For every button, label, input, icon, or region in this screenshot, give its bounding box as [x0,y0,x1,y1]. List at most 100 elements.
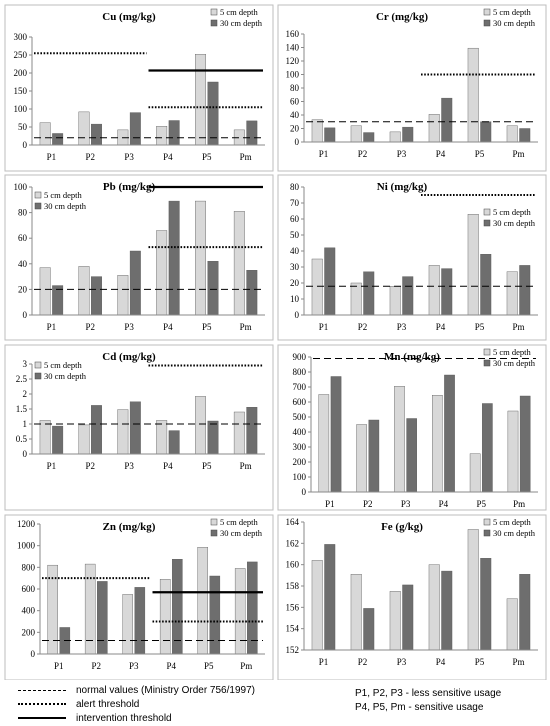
legend-swatch-5cm [34,191,42,199]
legend-normal-label: normal values (Ministry Order 756/1997) [76,684,255,696]
bar-5cm-P5 [195,54,206,146]
bar-5cm-P2 [350,574,362,651]
bar-30cm-P3 [406,418,417,493]
legend-alert-label: alert threshold [76,698,140,710]
x-tick-label: P3 [124,322,134,332]
bar-30cm-Pm [519,395,531,493]
panel-frame [277,344,547,511]
y-tick-label: 60 [290,214,300,224]
y-tick-label: 40 [18,259,28,269]
x-tick-label: P3 [401,499,411,509]
x-tick-label: P5 [476,499,486,509]
x-tick-label: P2 [91,661,101,671]
note-sensitive: P4, P5, Pm - sensitive usage [355,702,484,713]
legend-intervention-row: intervention threshold [18,712,255,724]
bar-5cm-P4 [432,395,443,493]
x-tick-label: Pm [240,152,252,162]
x-tick-label: P1 [54,661,64,671]
chart-panel-2: 0 20 40 60 80 100 P1 P2 P3 P4 P5 Pm Pb (mg/kg) 5 cm d… [4,174,274,341]
legend-swatch-30cm [210,19,218,27]
x-tick-label: Pm [240,322,252,332]
legend-swatch-5cm [210,518,218,526]
bar-30cm-P1 [330,376,342,493]
panel-frame [277,514,547,680]
bar-30cm-P5 [207,81,219,146]
y-tick-label: 10 [290,294,300,304]
bar-30cm-P1 [52,133,64,146]
y-tick-label: 150 [14,86,28,96]
y-tick-label: 0 [23,449,28,459]
y-tick-label: 154 [286,624,300,634]
y-tick-label: 400 [22,606,36,616]
panel-frame [277,4,547,172]
x-tick-label: P2 [358,657,368,667]
bar-5cm-P5 [467,529,479,651]
legend-label: 5 cm depth [493,7,532,17]
bar-30cm-P2 [363,271,375,316]
legend-swatch-5cm [210,8,218,16]
bar-5cm-Pm [234,568,246,655]
bar-5cm-P3 [394,386,405,493]
legend-swatch-30cm [34,372,42,380]
legend-label: 5 cm depth [44,190,83,200]
y-tick-label: 50 [18,122,28,132]
bar-5cm-P3 [389,591,401,651]
bar-30cm-P1 [52,425,64,455]
bar-30cm-P2 [97,581,108,655]
x-tick-label: P3 [397,322,407,332]
bar-30cm-P4 [168,120,180,146]
x-tick-label: P5 [204,661,214,671]
bar-30cm-P1 [324,127,336,143]
legend-swatch-30cm [483,219,491,227]
y-tick-label: 1000 [17,541,36,551]
legend-label: 5 cm depth [44,360,83,370]
bar-30cm-P3 [402,276,414,316]
x-tick-label: P3 [397,657,407,667]
y-tick-label: 800 [22,562,36,572]
legend-label: 5 cm depth [220,517,259,527]
bar-5cm-Pm [507,410,519,493]
bar-30cm-P1 [324,247,336,316]
y-tick-label: 0 [23,310,28,320]
bar-5cm-P4 [428,265,440,316]
bar-30cm-Pm [519,265,531,316]
bar-30cm-Pm [246,270,258,316]
y-tick-label: 160 [286,29,300,39]
x-tick-label: P3 [124,461,134,471]
legend-label: 30 cm depth [493,358,536,368]
panel-frame [4,4,274,172]
legend-label: 30 cm depth [493,18,536,28]
y-tick-label: 200 [293,457,307,467]
bar-5cm-P4 [156,126,168,146]
legend-label: 30 cm depth [220,528,263,538]
chart-title: Pb (mg/kg) [103,181,156,193]
bar-30cm-Pm [519,128,531,143]
panel-frame [4,514,274,680]
x-tick-label: P4 [163,152,173,162]
note-less-sensitive: P1, P2, P3 - less sensitive usage [355,688,502,699]
y-tick-label: 20 [290,124,300,134]
y-tick-label: 50 [290,230,300,240]
threshold-legend: normal values (Ministry Order 756/1997) … [18,684,255,726]
y-tick-label: 2 [23,389,28,399]
y-tick-label: 600 [22,584,36,594]
x-tick-label: P5 [202,152,212,162]
bar-5cm-P3 [389,131,401,143]
bar-30cm-P2 [368,419,380,493]
dotted-line-icon [18,703,66,705]
bar-5cm-P5 [195,200,206,316]
legend-label: 30 cm depth [44,371,87,381]
chart-panel-7: 152 154 156 158 160 162 164 P1 P2 P3 P4 P5 Pm Fe (g/k… [277,514,547,680]
bar-5cm-P1 [311,560,323,651]
bar-30cm-Pm [519,574,531,651]
y-tick-label: 0 [23,140,28,150]
bar-30cm-Pm [246,407,258,455]
y-tick-label: 160 [286,560,300,570]
y-tick-label: 60 [290,97,300,107]
bar-5cm-P1 [311,119,323,143]
bar-30cm-P1 [324,544,336,651]
x-tick-label: P4 [166,661,176,671]
y-tick-label: 164 [286,517,300,527]
legend-swatch-5cm [483,208,491,216]
legend-label: 5 cm depth [493,347,532,357]
